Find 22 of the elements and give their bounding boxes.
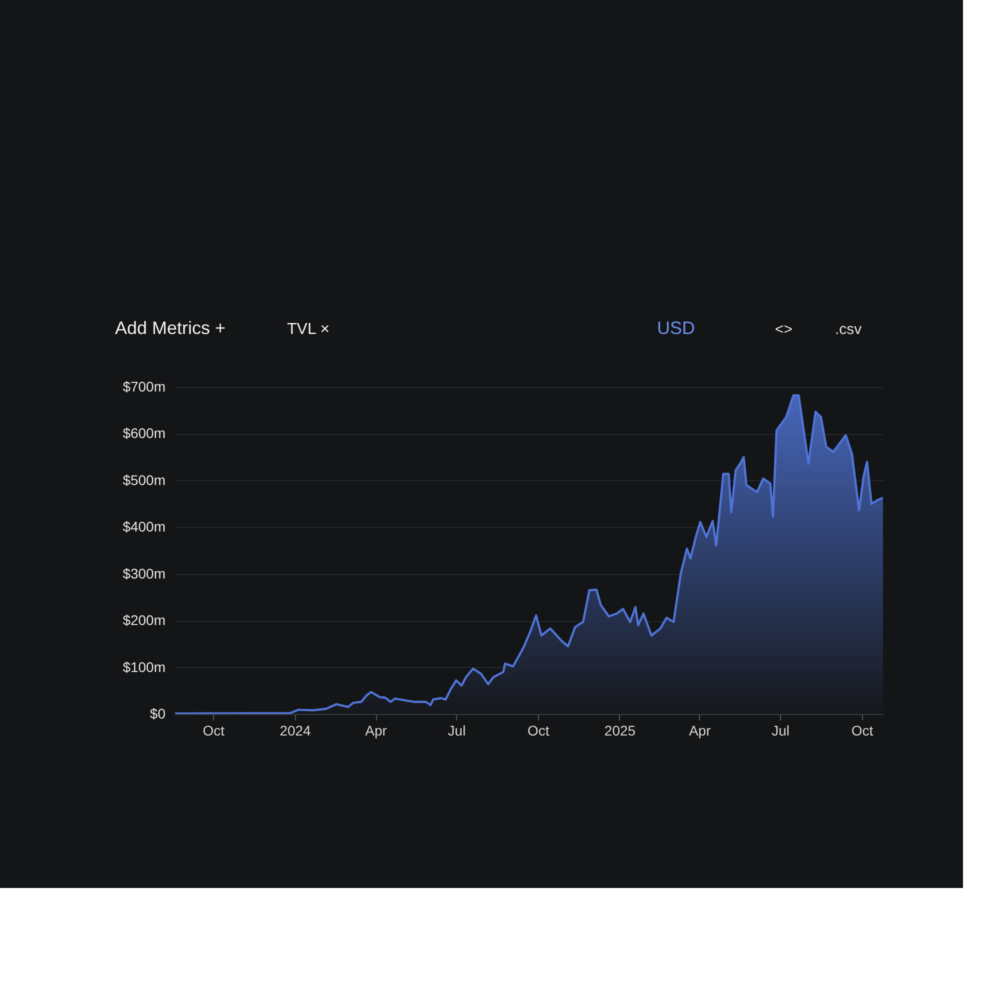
text: <> — [775, 321, 793, 338]
y-tick-label: $700m — [122, 378, 166, 394]
y-tick-label: $0 — [150, 706, 166, 722]
y-tick-label: $500m — [122, 472, 166, 488]
x-tick-label: Oct — [527, 722, 550, 738]
x-tick-label: Apr — [688, 722, 712, 738]
y-tick-label: $100m — [122, 658, 166, 675]
x-tick-label: Jul — [448, 722, 466, 738]
x-tick-label: Apr — [365, 722, 388, 738]
y-tick-label: $600m — [122, 425, 166, 442]
y-tick-label: $400m — [122, 518, 166, 535]
y-tick-label: $300m — [122, 565, 166, 582]
text: .csv — [835, 321, 862, 338]
text: Add Metrics + — [115, 318, 226, 338]
x-tick-label: 2024 — [280, 722, 312, 738]
text: USD — [657, 318, 696, 338]
y-tick-label: $200m — [122, 612, 166, 628]
x-tick-label: 2025 — [604, 722, 636, 738]
text: TVL × — [287, 321, 330, 338]
x-tick-label: Oct — [202, 722, 225, 738]
x-tick-label: Jul — [772, 722, 790, 738]
x-tick-label: Oct — [851, 722, 874, 738]
